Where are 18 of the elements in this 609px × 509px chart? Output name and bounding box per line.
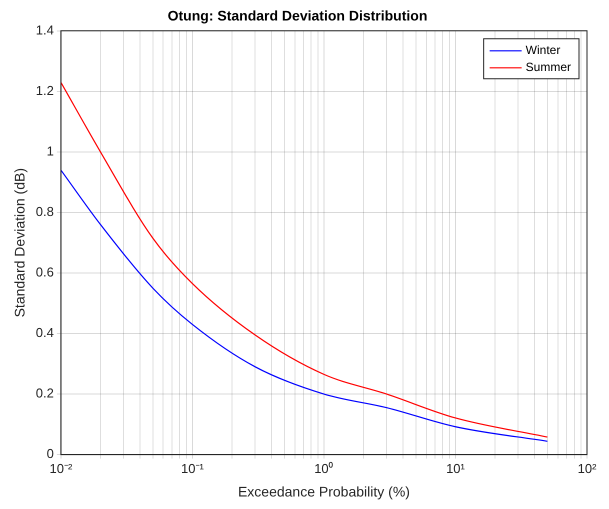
y-tick-label: 0.2 [36, 386, 54, 401]
y-tick-label: 0.8 [36, 204, 54, 220]
y-tick-label: 0 [46, 446, 54, 462]
y-tick-label: 1.2 [36, 82, 54, 98]
chart-title: Otung: Standard Deviation Distribution [168, 7, 428, 24]
y-tick-label: 1.4 [36, 22, 54, 38]
x-axis-title: Exceedance Probability (%) [238, 483, 410, 500]
y-tick-label: 1 [46, 143, 54, 158]
x-tick-label: 10⁰ [314, 460, 334, 476]
legend-label: Winter [526, 43, 560, 58]
y-tick-label: 0.4 [36, 325, 54, 340]
x-tick-label: 10² [578, 460, 598, 476]
y-tick-label: 0.6 [36, 264, 54, 280]
y-axis-title: Standard Deviation (dB) [11, 168, 28, 318]
x-tick-label: 10⁻¹ [181, 460, 204, 476]
x-tick-label: 10⁻² [49, 460, 73, 476]
x-tick-label: 10¹ [446, 460, 466, 476]
legend-label: Summer [526, 60, 572, 74]
